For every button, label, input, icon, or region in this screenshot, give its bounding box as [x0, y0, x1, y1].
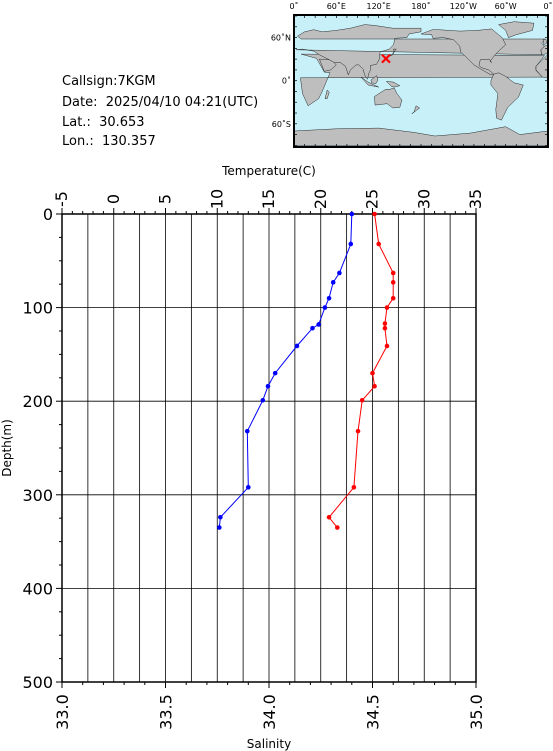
temperature-point: [348, 241, 354, 247]
map-top-tick-label: 120˚E: [367, 1, 391, 11]
depth-tick-label: 100: [22, 299, 53, 318]
temperature-tick-label: 25: [363, 189, 382, 209]
temperature-point: [244, 428, 250, 434]
temperature-point: [330, 280, 336, 285]
world-map: 0˚ 60˚E 120˚E 180˚ 120˚W 60˚W 0˚ 60˚N 0˚ 60˚S: [271, 1, 553, 148]
salinity-point: [384, 305, 390, 310]
depth-axis-title: Depth(m): [0, 419, 14, 477]
salinity-point: [359, 397, 365, 403]
depth-tick-label: 400: [22, 579, 53, 598]
station-marker-icon: [381, 53, 391, 64]
temperature-point: [217, 525, 222, 530]
plot-grid: [62, 214, 476, 682]
land-mass-13: [542, 38, 547, 46]
salinity-profile-line: [328, 213, 394, 528]
map-top-tick-labels: 0˚ 60˚E 120˚E 180˚ 120˚W 60˚W 0˚: [289, 1, 552, 11]
salinity-point: [390, 280, 396, 285]
temperature-tick-labels: -5 0 5 10 15 20 25 30 35: [52, 189, 485, 209]
map-minor-ticks: [293, 15, 549, 147]
temperature-point: [310, 325, 315, 331]
map-top-tick-label: 180˚: [411, 1, 430, 11]
map-left-tick-labels: 60˚N 0˚ 60˚S: [271, 33, 291, 129]
temperature-tick-label: -5: [52, 191, 71, 207]
temperature-tick-label: 30: [414, 189, 433, 209]
land-mass-11: [385, 81, 401, 88]
info-callsign: Callsign:7KGM: [62, 74, 156, 89]
salinity-axis-title: Salinity: [247, 737, 291, 751]
salinity-point: [390, 270, 396, 276]
land-mass-9: [360, 76, 379, 88]
plot-series: [217, 211, 396, 530]
plot-ticks: [56, 208, 477, 688]
temperature-point: [337, 270, 342, 276]
map-left-tick-label: 60˚N: [271, 33, 291, 43]
land-mass-2: [319, 58, 337, 72]
temperature-point: [326, 295, 332, 301]
depth-tick-label: 500: [22, 673, 53, 692]
temperature-tick-label: 15: [259, 189, 278, 209]
salinity-point: [384, 343, 390, 349]
land-mass-3: [420, 28, 506, 76]
info-date: Date: 2025/04/10 04:21(UTC): [62, 95, 259, 110]
salinity-point: [335, 525, 340, 530]
salinity-tick-label: 33.0: [53, 694, 72, 730]
salinity-point: [326, 514, 332, 520]
depth-tick-label: 0: [43, 205, 53, 224]
salinity-point: [372, 383, 377, 389]
salinity-point: [372, 211, 377, 217]
salinity-point: [382, 325, 388, 331]
station-marker-cross: [381, 53, 391, 64]
map-left-tick-label: 0˚: [282, 76, 291, 86]
depth-tick-label: 200: [22, 392, 53, 411]
temperature-profile-line: [218, 213, 353, 528]
temperature-point: [294, 343, 300, 349]
salinity-tick-labels: 33.0 33.5 34.0 34.5 35.0: [53, 694, 486, 730]
profile-plot: -5 0 5 10 15 20 25 30 35 33.0 33.5 34.0 34.5 35.0 01…: [0, 164, 486, 751]
temperature-tick-label: 0: [104, 194, 123, 204]
temperature-point: [322, 305, 328, 310]
salinity-point: [355, 428, 361, 434]
depth-tick-labels: 0 100 200 300 400 500: [22, 205, 53, 692]
land-mass-1: [296, 24, 546, 80]
temperature-point: [272, 370, 278, 376]
temperature-point: [265, 383, 271, 389]
land-mass-12: [324, 89, 330, 99]
temperature-tick-label: 35: [466, 189, 485, 209]
temperature-tick-label: 20: [311, 189, 330, 209]
temperature-point: [316, 322, 321, 327]
salinity-tick-label: 34.0: [260, 694, 279, 730]
land-mass-4: [498, 21, 535, 38]
salinity-tick-label: 33.5: [157, 694, 176, 730]
map-top-tick-label: 0˚: [543, 1, 552, 11]
temperature-axis-title: Temperature(C): [221, 164, 316, 178]
land-mass-5: [490, 72, 524, 121]
salinity-point: [382, 321, 388, 326]
map-top-tick-label: 60˚W: [495, 1, 517, 11]
info-lon: Lon.: 130.357: [62, 134, 156, 149]
land-mass-14: [411, 105, 420, 114]
land-mass-6: [374, 87, 403, 109]
salinity-point: [376, 241, 382, 247]
salinity-point: [351, 485, 357, 490]
temperature-tick-label: 5: [156, 194, 175, 204]
salinity-tick-label: 35.0: [467, 694, 486, 730]
map-top-tick-label: 60˚E: [327, 1, 346, 11]
map-left-tick-label: 60˚S: [272, 119, 291, 129]
temperature-point: [349, 211, 355, 217]
temperature-point: [218, 514, 223, 520]
map-top-tick-label: 0˚: [289, 1, 298, 11]
info-lat: Lat.: 30.653: [62, 115, 145, 130]
temperature-point: [246, 485, 251, 490]
salinity-tick-label: 34.5: [364, 694, 383, 730]
temperature-point: [260, 397, 266, 403]
salinity-point: [370, 370, 375, 376]
land-mass-10: [370, 75, 379, 84]
map-top-tick-label: 120˚W: [450, 1, 477, 11]
salinity-point: [390, 295, 396, 301]
depth-tick-label: 300: [22, 486, 53, 505]
map-land: [293, 21, 549, 146]
temperature-tick-label: 10: [207, 189, 226, 209]
